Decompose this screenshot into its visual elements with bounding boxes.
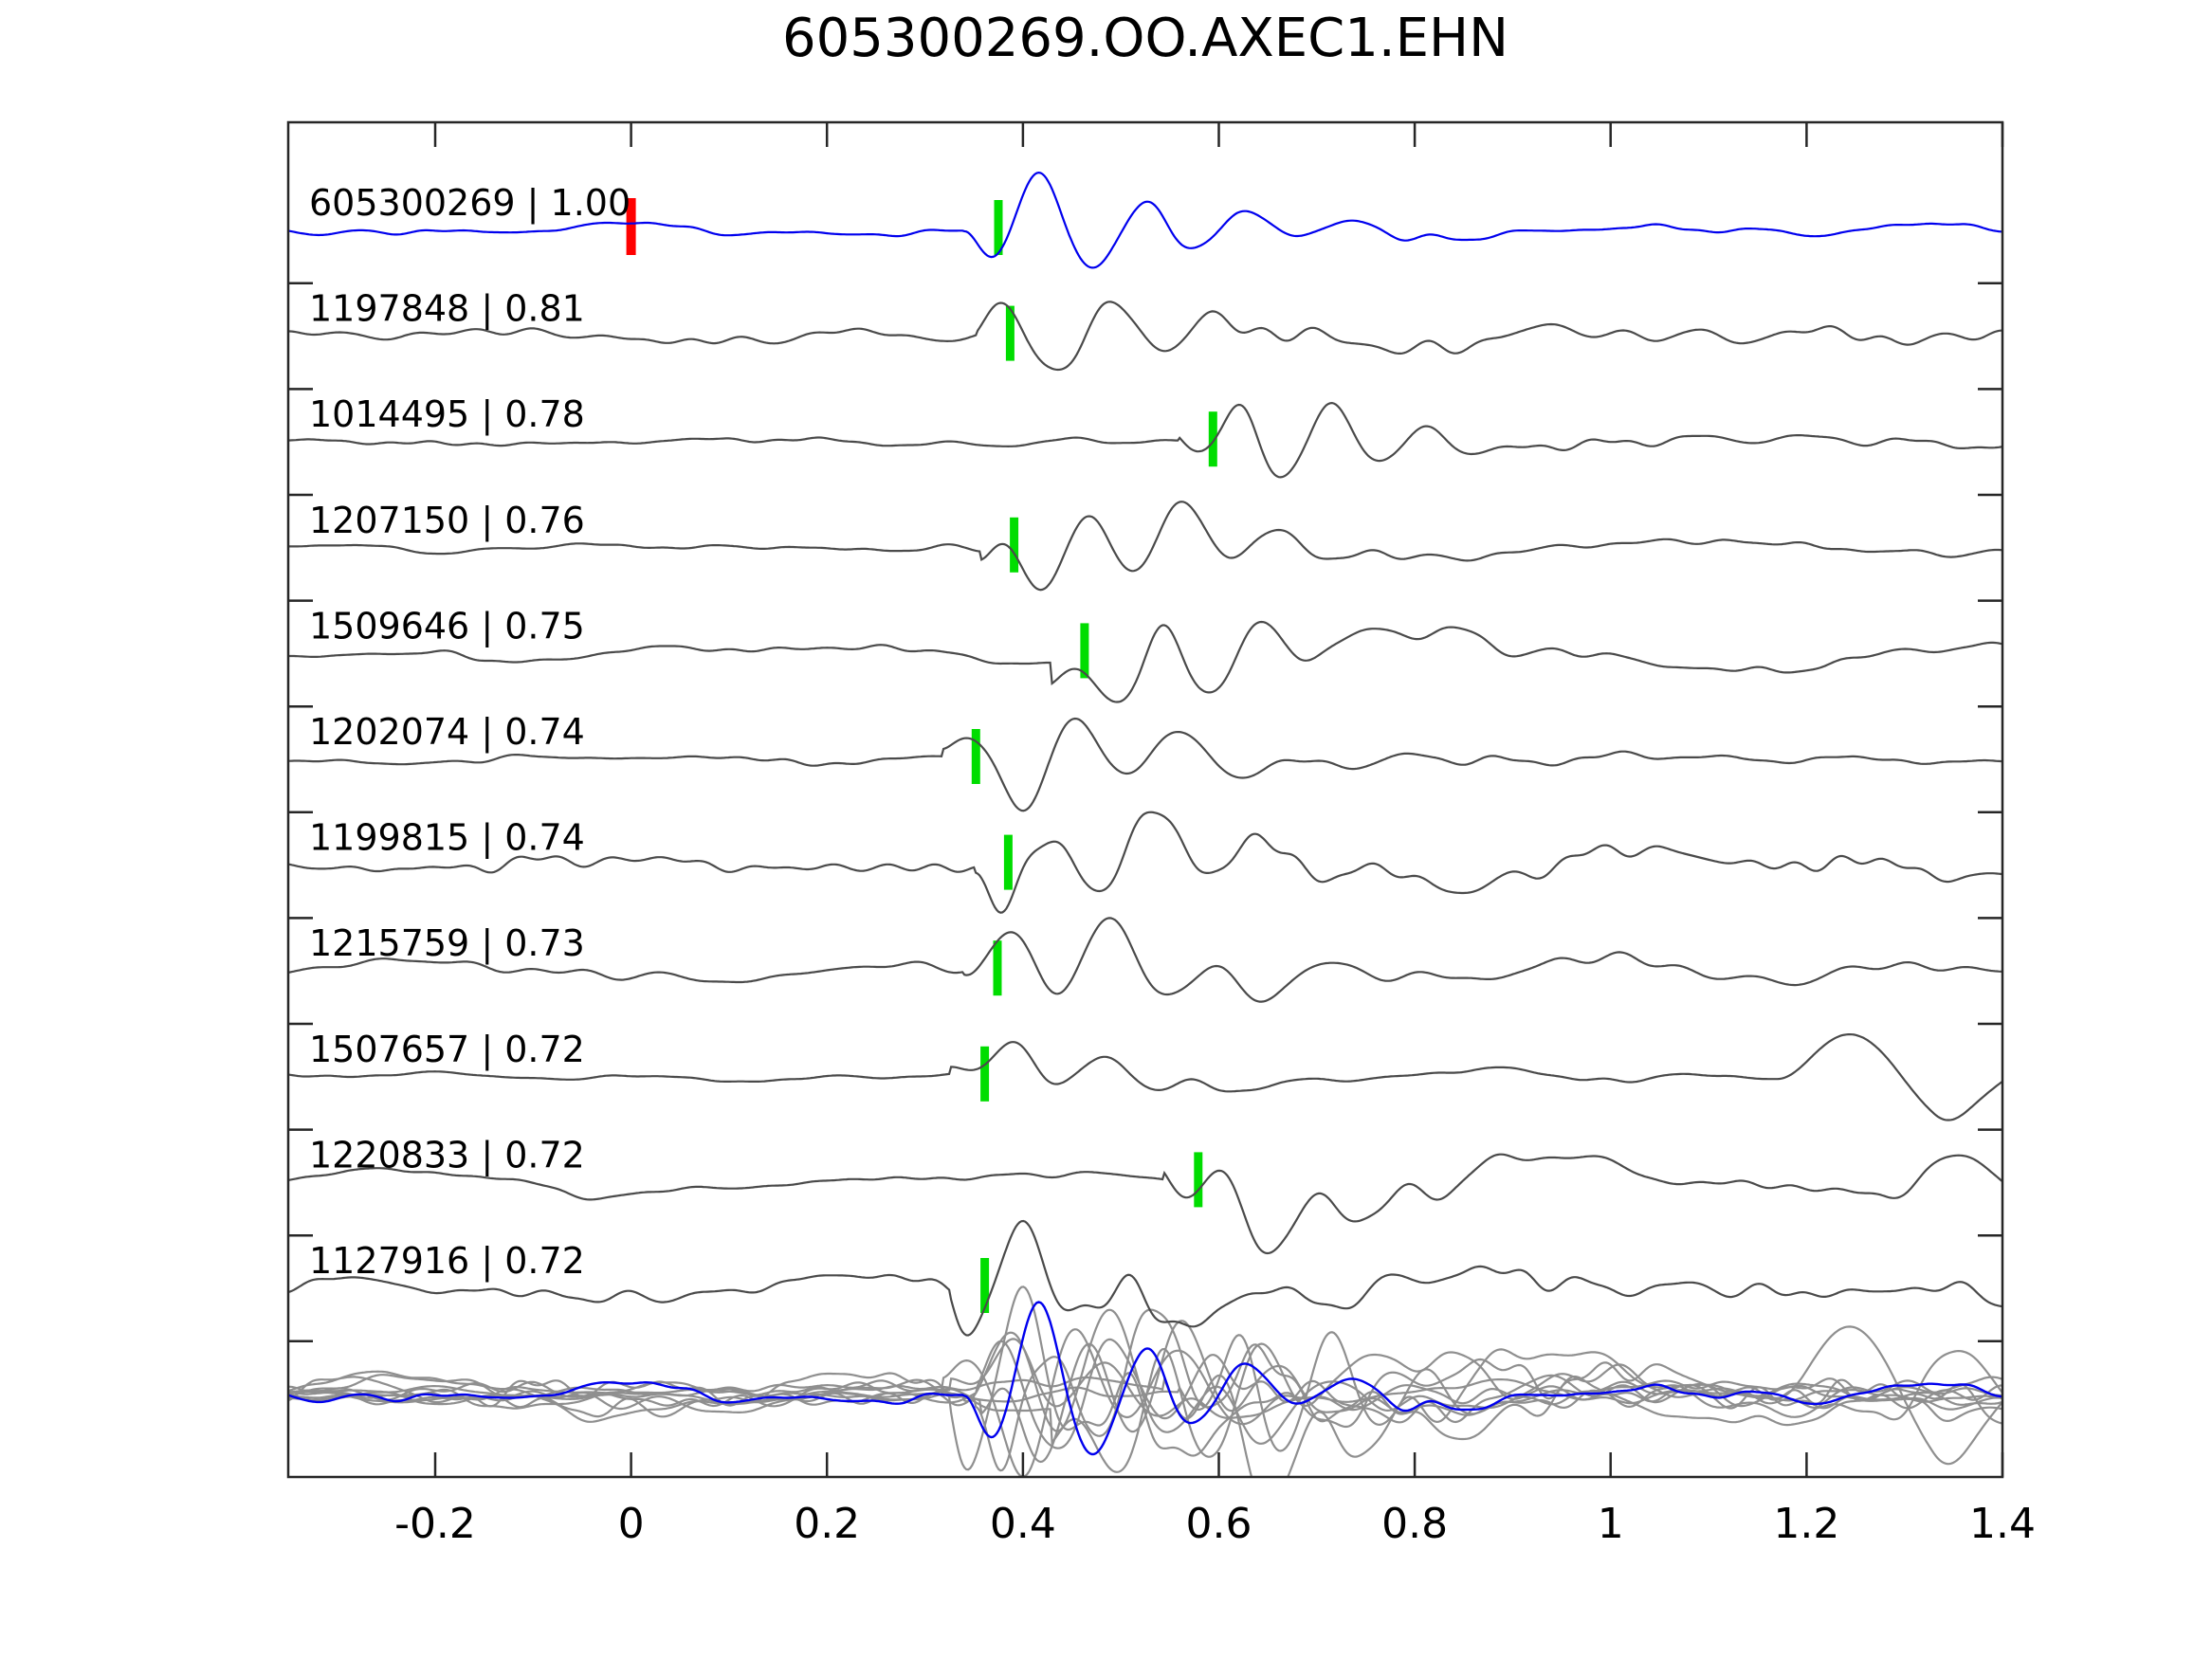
pick-marker-1199815 <box>1003 834 1013 890</box>
pick-marker-1507657 <box>980 1046 990 1102</box>
trace-waveform-1127916 <box>288 1219 2002 1337</box>
trace-waveform-1220833 <box>288 1153 2002 1255</box>
trace-waveform-1509646 <box>288 620 2002 703</box>
pick-marker-1220833 <box>1194 1152 1203 1208</box>
trace-label-1207150: 1207150 | 0.76 <box>309 500 585 542</box>
trace-waveform-1507657 <box>288 1033 2002 1121</box>
x-tick-label: 0.4 <box>990 1500 1056 1548</box>
pick-marker-1215759 <box>993 940 1002 996</box>
reference-marker-605300269 <box>626 198 636 255</box>
axes-box <box>286 120 2004 1479</box>
pick-marker-1014495 <box>1208 411 1217 467</box>
overlay-trace-1127916 <box>288 1285 2002 1471</box>
trace-waveform-1197848 <box>288 301 2002 372</box>
trace-waveform-1014495 <box>288 401 2002 479</box>
trace-label-1202074: 1202074 | 0.74 <box>309 711 585 754</box>
pick-marker-1509646 <box>1080 623 1089 679</box>
trace-label-1127916: 1127916 | 0.72 <box>309 1240 585 1283</box>
overlay-trace-1509646 <box>288 1342 2002 1473</box>
overlay-trace-1507657 <box>288 1325 2002 1466</box>
trace-waveform-1215759 <box>288 917 2002 1003</box>
trace-waveform-1202074 <box>288 717 2002 812</box>
overlay-trace-target <box>288 1301 2002 1456</box>
x-tick-label: 1.4 <box>1969 1500 2036 1548</box>
trace-label-1014495: 1014495 | 0.78 <box>309 393 585 436</box>
trace-label-1507657: 1507657 | 0.72 <box>309 1029 585 1071</box>
trace-waveform-1199815 <box>288 811 2002 914</box>
pick-marker-1207150 <box>1010 517 1019 573</box>
x-tick-label: 1 <box>1598 1500 1624 1548</box>
pick-marker-1202074 <box>971 729 980 784</box>
x-tick-label: 0.6 <box>1186 1500 1252 1548</box>
x-tick-label: 0.2 <box>794 1500 860 1548</box>
overlay-trace-1199815 <box>288 1308 2002 1472</box>
chart-title: 605300269.OO.AXEC1.EHN <box>781 8 1509 69</box>
overlay-trace-1215759 <box>288 1308 2002 1445</box>
x-tick-label: 0 <box>618 1500 645 1548</box>
x-tick-label: 1.2 <box>1773 1500 1839 1548</box>
x-tick-label: 0.8 <box>1381 1500 1448 1548</box>
trace-waveform-1207150 <box>288 501 2002 592</box>
trace-label-1215759: 1215759 | 0.73 <box>309 922 585 965</box>
plot-area <box>288 171 2002 1477</box>
trace-waveform-605300269 <box>288 171 2002 269</box>
trace-label-605300269: 605300269 | 1.00 <box>309 182 631 225</box>
trace-label-1509646: 1509646 | 0.75 <box>309 605 585 647</box>
x-tick-label: -0.2 <box>394 1500 476 1548</box>
overlay-trace-1220833 <box>288 1348 2002 1477</box>
trace-label-1197848: 1197848 | 0.81 <box>309 288 585 331</box>
pick-marker-1197848 <box>1005 305 1015 361</box>
trace-label-1220833: 1220833 | 0.72 <box>309 1134 585 1176</box>
pick-marker-1127916 <box>980 1258 990 1313</box>
pick-marker-605300269 <box>994 200 1003 255</box>
trace-label-1199815: 1199815 | 0.74 <box>309 817 585 860</box>
